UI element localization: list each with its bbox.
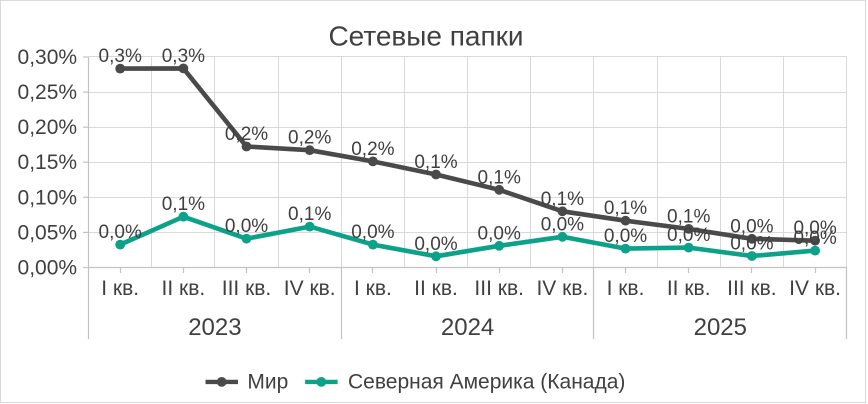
svg-text:2024: 2024 [441, 314, 494, 341]
svg-text:0,0%: 0,0% [478, 223, 521, 244]
svg-text:0,0%: 0,0% [351, 222, 394, 243]
svg-text:0,2%: 0,2% [351, 139, 394, 160]
svg-text:0,10%: 0,10% [18, 186, 78, 209]
svg-text:I кв.: I кв. [354, 277, 392, 300]
svg-text:0,0%: 0,0% [414, 234, 457, 255]
svg-text:Мир: Мир [247, 370, 288, 393]
svg-text:Сетевые папки: Сетевые папки [328, 21, 523, 52]
svg-text:IV кв.: IV кв. [789, 277, 841, 300]
svg-text:II кв.: II кв. [667, 277, 711, 300]
svg-text:0,0%: 0,0% [793, 228, 836, 249]
svg-text:Северная Америка (Канада): Северная Америка (Канада) [348, 370, 625, 393]
svg-text:0,30%: 0,30% [18, 46, 78, 69]
svg-text:III кв.: III кв. [727, 277, 777, 300]
svg-text:0,0%: 0,0% [730, 234, 773, 255]
svg-text:0,0%: 0,0% [730, 216, 773, 237]
svg-text:0,1%: 0,1% [541, 189, 584, 210]
svg-text:0,0%: 0,0% [541, 214, 584, 235]
svg-text:0,1%: 0,1% [667, 206, 710, 227]
svg-text:0,3%: 0,3% [99, 46, 142, 67]
svg-text:I кв.: I кв. [607, 277, 645, 300]
svg-text:0,3%: 0,3% [162, 46, 205, 67]
svg-text:0,0%: 0,0% [99, 222, 142, 243]
svg-text:III кв.: III кв. [474, 277, 524, 300]
svg-text:0,1%: 0,1% [162, 194, 205, 215]
svg-text:0,0%: 0,0% [667, 225, 710, 246]
svg-text:0,1%: 0,1% [478, 167, 521, 188]
svg-text:0,0%: 0,0% [225, 216, 268, 237]
svg-text:0,1%: 0,1% [288, 204, 331, 225]
svg-text:0,15%: 0,15% [18, 151, 78, 174]
svg-text:I кв.: I кв. [101, 277, 139, 300]
svg-text:0,05%: 0,05% [18, 221, 78, 244]
svg-text:0,1%: 0,1% [414, 152, 457, 173]
svg-text:IV кв.: IV кв. [536, 277, 588, 300]
svg-text:2025: 2025 [694, 314, 747, 341]
svg-text:0,0%: 0,0% [604, 226, 647, 247]
svg-text:0,1%: 0,1% [604, 198, 647, 219]
svg-text:0,00%: 0,00% [18, 257, 78, 280]
svg-text:0,0%: 0,0% [793, 218, 836, 239]
svg-text:0,20%: 0,20% [18, 116, 78, 139]
svg-text:0,25%: 0,25% [18, 81, 78, 104]
svg-text:IV кв.: IV кв. [284, 277, 336, 300]
svg-text:III кв.: III кв. [222, 277, 272, 300]
svg-text:II кв.: II кв. [162, 277, 206, 300]
svg-text:0,2%: 0,2% [288, 128, 331, 149]
svg-text:II кв.: II кв. [414, 277, 458, 300]
svg-text:2023: 2023 [188, 314, 241, 341]
svg-text:0,2%: 0,2% [225, 124, 268, 145]
